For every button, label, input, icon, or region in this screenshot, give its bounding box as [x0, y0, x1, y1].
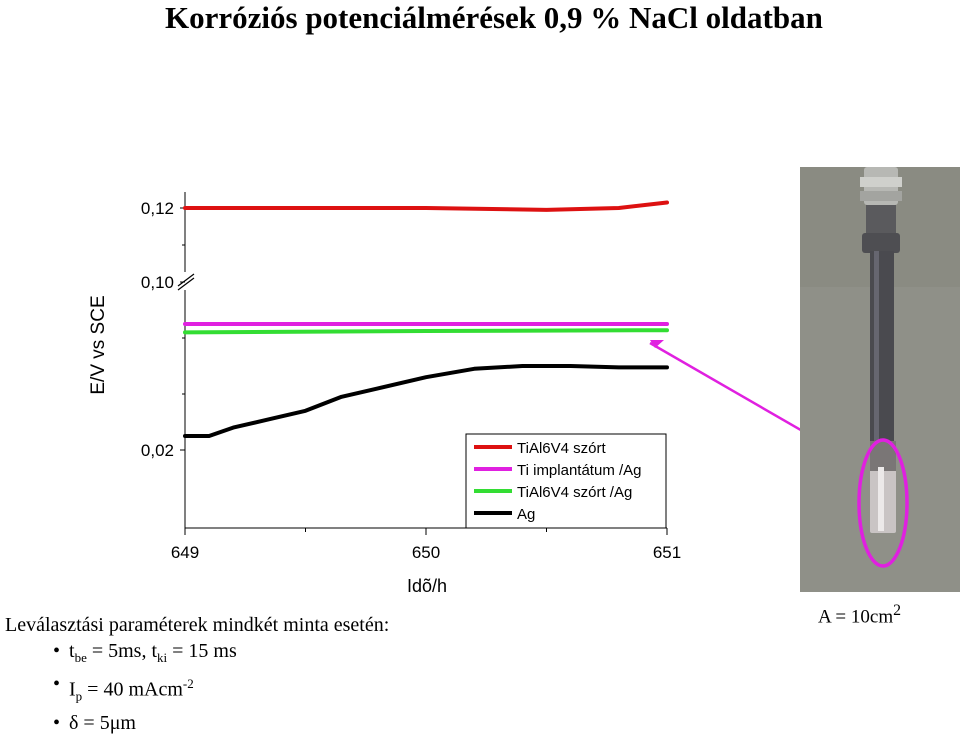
- x-tick-label: 649: [171, 543, 199, 562]
- legend-label: Ag: [517, 506, 535, 523]
- photo-highlight-ellipse: [857, 438, 909, 568]
- callout-arrow-line: [649, 341, 800, 432]
- page-title: Korróziós potenciálmérések 0,9 % NaCl ol…: [165, 0, 823, 35]
- legend: TiAl6V4 szórt Ti implantátum /Ag TiAl6V4 s…: [465, 433, 667, 529]
- y-tick-label: 0,02: [141, 441, 174, 460]
- axis-break-mark: [177, 273, 195, 291]
- deposition-params: Leválasztási paraméterek mindkét minta e…: [5, 612, 389, 736]
- param-current: Ip = 40 mAcm-2: [5, 671, 389, 710]
- y-axis-label: E/V vs SCE: [88, 295, 109, 394]
- series-line-1: [183, 200, 669, 212]
- params-heading: Leválasztási paraméterek mindkét minta e…: [5, 614, 390, 636]
- legend-label: TiAl6V4 szórt: [517, 440, 606, 457]
- area-label: A = 10cm2: [818, 602, 902, 628]
- param-time: tbe = 5ms, tki = 15 ms: [5, 638, 389, 671]
- series-line-3: [183, 328, 669, 335]
- x-tick-label: 651: [653, 543, 681, 562]
- x-tick-label: 650: [412, 543, 440, 562]
- sample-photo: [800, 167, 960, 592]
- legend-label: TiAl6V4 szórt /Ag: [517, 484, 632, 501]
- series-line-4: [183, 364, 669, 438]
- y-tick-label: 0,10: [141, 273, 174, 292]
- param-thickness: δ = 5μm: [5, 710, 389, 736]
- callout: [649, 340, 800, 432]
- legend-label: Ti implantátum /Ag: [517, 462, 642, 479]
- potential-chart: 0,120,100,02 649 650 651 Idõ/h E/V vs SCE …: [88, 192, 800, 596]
- sample-photo-drawing: [800, 167, 960, 592]
- x-axis-label: Idõ/h: [407, 576, 447, 596]
- callout-arrow-head: [650, 340, 664, 348]
- y-tick-label: 0,12: [141, 199, 174, 218]
